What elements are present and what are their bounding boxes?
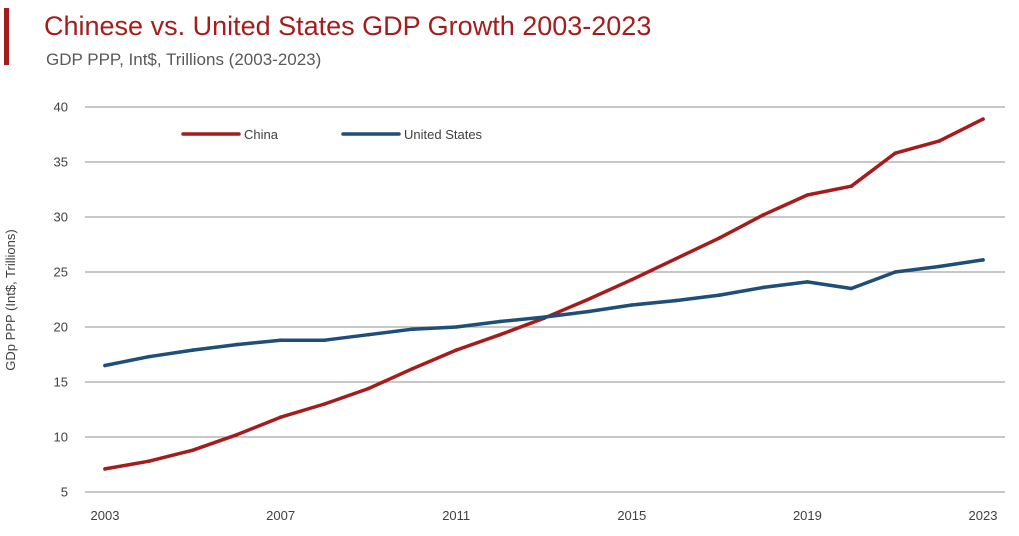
data-point: [147, 354, 151, 359]
data-point: [761, 285, 766, 290]
data-point: [278, 415, 283, 420]
series-line-china: [103, 117, 985, 471]
data-point: [498, 319, 502, 324]
y-tick-label: 35: [54, 155, 68, 170]
data-point: [322, 338, 327, 343]
data-point: [630, 303, 634, 307]
data-point: [234, 433, 239, 437]
data-point: [805, 193, 810, 197]
data-point: [981, 117, 985, 121]
data-point: [717, 293, 722, 297]
y-tick-label: 30: [54, 210, 68, 225]
legend: China United States: [181, 127, 483, 142]
x-tick-label: 2011: [442, 508, 470, 523]
data-point: [410, 367, 415, 371]
data-point: [103, 363, 107, 368]
data-point: [366, 386, 371, 391]
x-tick-label: 2023: [969, 508, 998, 523]
data-point: [191, 448, 195, 453]
legend-label: China: [244, 127, 279, 142]
x-tick-label: 2003: [91, 508, 120, 523]
data-point: [322, 402, 327, 406]
data-point: [191, 348, 195, 352]
data-point: [586, 297, 590, 302]
data-point: [542, 315, 546, 319]
y-tick-label: 5: [61, 485, 68, 500]
data-point: [366, 332, 371, 337]
data-point: [937, 139, 941, 143]
x-tick-label: 2015: [617, 508, 646, 523]
data-point: [761, 213, 766, 217]
x-axis-ticks: 2003 2007 2011 2015 2019 2023: [91, 508, 998, 523]
data-point: [981, 258, 985, 262]
x-tick-label: 2019: [793, 508, 822, 523]
data-point: [410, 327, 415, 332]
series-line-united-states: [103, 258, 985, 368]
y-tick-label: 25: [54, 265, 68, 280]
data-point: [147, 459, 151, 464]
y-tick-label: 20: [54, 320, 68, 335]
title-accent-bar: [4, 8, 9, 65]
x-tick-label: 2007: [266, 508, 295, 523]
series-lines: [103, 117, 985, 471]
y-tick-label: 10: [54, 430, 68, 445]
data-point: [937, 264, 941, 269]
y-axis-label: GDp PPP (Int$, Trillions): [3, 229, 18, 370]
data-point: [849, 184, 854, 188]
data-point: [805, 280, 810, 284]
data-point: [673, 298, 678, 303]
data-point: [454, 325, 459, 329]
data-point: [673, 257, 678, 261]
y-tick-label: 40: [54, 100, 68, 115]
legend-label: United States: [404, 127, 483, 142]
data-point: [454, 348, 459, 352]
data-point: [717, 236, 722, 240]
data-point: [893, 270, 897, 274]
gridlines: [85, 106, 1005, 493]
y-tick-label: 15: [54, 375, 68, 390]
data-point: [498, 332, 502, 337]
data-point: [849, 286, 854, 291]
y-axis-ticks: 5 10 15 20 25 30 35 40: [54, 100, 68, 500]
data-point: [586, 309, 590, 314]
chart-subtitle: GDP PPP, Int$, Trillions (2003-2023): [46, 50, 322, 69]
data-point: [278, 338, 283, 343]
data-point: [234, 342, 239, 347]
chart-title: Chinese vs. United States GDP Growth 200…: [44, 11, 652, 41]
data-point: [893, 151, 897, 155]
data-point: [103, 467, 107, 471]
data-point: [630, 277, 634, 282]
